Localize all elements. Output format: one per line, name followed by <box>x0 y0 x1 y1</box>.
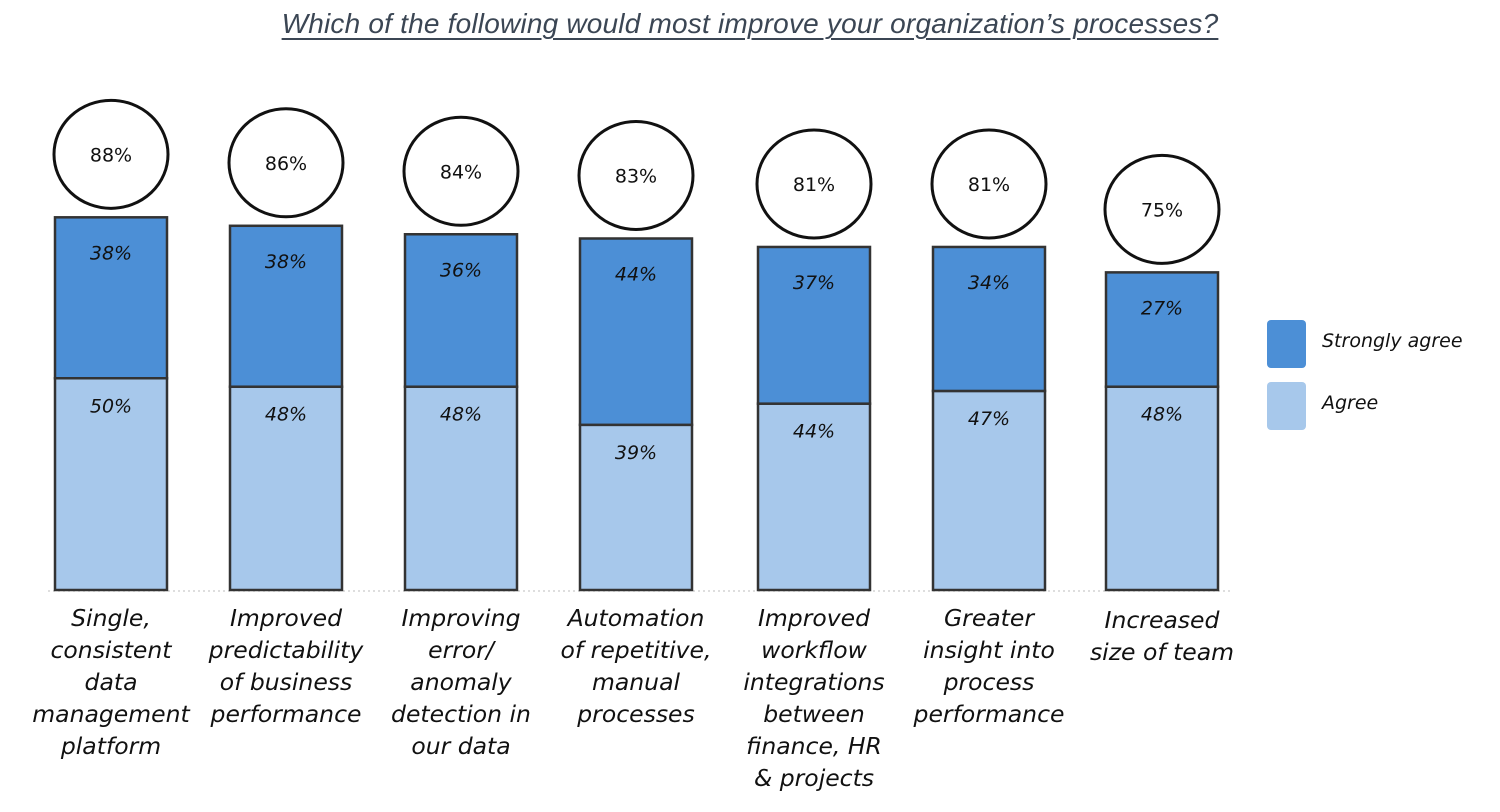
total-circle-3 <box>402 115 520 227</box>
category-label-6: Greater insight into process performance <box>913 604 1065 728</box>
data-label-agree-3: 48% <box>440 404 482 426</box>
bar-strongly-agree-5 <box>756 245 872 405</box>
data-label-strongly-agree-7: 27% <box>1141 297 1183 319</box>
bar-strongly-agree-7 <box>1104 271 1220 388</box>
data-label-agree-7: 48% <box>1141 404 1183 426</box>
category-label-1: Single, consistent data management platf… <box>32 604 190 760</box>
chart-title: Which of the following would most improv… <box>281 8 1219 39</box>
total-label-4: 83% <box>615 165 657 187</box>
total-circle-4 <box>577 119 695 231</box>
bar-agree-7 <box>1104 385 1220 592</box>
bar-strongly-agree-2 <box>228 224 344 388</box>
data-label-agree-6: 47% <box>968 408 1010 430</box>
category-label-2: Improved predictability of business perf… <box>208 604 364 728</box>
data-label-strongly-agree-3: 36% <box>440 259 482 281</box>
category-label-4: Automation of repetitive, manual process… <box>560 604 712 728</box>
bar-agree-5 <box>756 402 872 592</box>
category-label-7: Increased size of team <box>1089 606 1235 666</box>
data-label-strongly-agree-1: 38% <box>90 242 132 264</box>
total-label-1: 88% <box>90 144 132 166</box>
total-circle-6 <box>930 128 1048 240</box>
bar-strongly-agree-1 <box>53 216 169 380</box>
legend-swatch-agree <box>1267 382 1306 430</box>
total-label-6: 81% <box>968 174 1010 196</box>
bar-agree-1 <box>53 377 169 592</box>
total-circle-5 <box>755 128 873 240</box>
bar-strongly-agree-6 <box>931 245 1047 393</box>
total-label-7: 75% <box>1141 199 1183 221</box>
bar-agree-6 <box>931 389 1047 592</box>
data-label-agree-5: 44% <box>793 421 835 443</box>
data-label-agree-2: 48% <box>265 404 307 426</box>
total-label-5: 81% <box>793 174 835 196</box>
total-label-3: 84% <box>440 161 482 183</box>
total-circle-1 <box>52 98 170 210</box>
data-label-strongly-agree-2: 38% <box>265 251 307 273</box>
data-label-agree-1: 50% <box>90 395 132 417</box>
data-label-strongly-agree-5: 37% <box>793 272 835 294</box>
data-label-strongly-agree-6: 34% <box>968 272 1010 294</box>
legend-swatch-strongly-agree <box>1267 320 1306 368</box>
bar-strongly-agree-3 <box>403 233 519 388</box>
bar-agree-2 <box>228 385 344 592</box>
category-label-3: Improving error/ anomaly detection in ou… <box>391 604 531 760</box>
data-label-strongly-agree-4: 44% <box>615 263 657 285</box>
category-label-5: Improved workflow integrations between f… <box>743 604 885 792</box>
total-circle-7 <box>1103 153 1221 265</box>
legend-label-agree: Agree <box>1322 392 1379 414</box>
bar-strongly-agree-4 <box>578 237 694 427</box>
total-label-2: 86% <box>265 153 307 175</box>
legend-label-strongly-agree: Strongly agree <box>1322 330 1463 352</box>
data-label-agree-4: 39% <box>615 442 657 464</box>
total-circle-2 <box>227 107 345 219</box>
